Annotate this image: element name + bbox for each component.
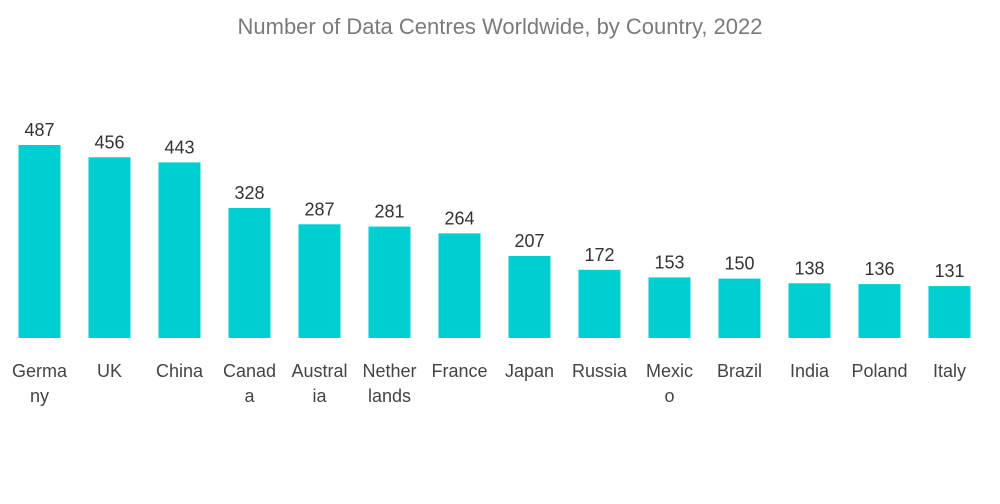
value-label-mexico: 153 <box>654 252 684 272</box>
category-label-china: China <box>156 361 204 381</box>
value-label-india: 138 <box>794 258 824 278</box>
value-label-japan: 207 <box>514 231 544 251</box>
value-label-france: 264 <box>444 208 474 228</box>
value-label-uk: 456 <box>94 132 124 152</box>
category-label-poland: Poland <box>851 361 907 381</box>
value-label-russia: 172 <box>584 245 614 265</box>
value-label-china: 443 <box>164 137 194 157</box>
category-label-italy: Italy <box>933 361 966 381</box>
category-label-australia: Austral ia <box>291 361 347 406</box>
category-label-mexico: Mexic o <box>646 361 693 406</box>
category-label-france: France <box>431 361 487 381</box>
value-label-brazil: 150 <box>724 254 754 274</box>
bar-australia <box>298 224 341 338</box>
chart-title: Number of Data Centres Worldwide, by Cou… <box>237 14 763 39</box>
category-label-canada: Canad a <box>223 361 276 406</box>
value-label-poland: 136 <box>864 259 894 279</box>
category-label-india: India <box>790 361 830 381</box>
bar-italy <box>928 286 971 338</box>
bar-netherlands <box>368 226 411 338</box>
bar-india <box>788 283 831 338</box>
category-label-brazil: Brazil <box>717 361 762 381</box>
category-label-russia: Russia <box>572 361 628 381</box>
bar-mexico <box>648 277 691 338</box>
bar-uk <box>88 157 131 338</box>
value-label-netherlands: 281 <box>374 202 404 222</box>
category-label-uk: UK <box>97 361 122 381</box>
bar-canada <box>228 208 271 338</box>
category-label-netherlands: Nether lands <box>362 361 416 406</box>
bar-russia <box>578 269 621 338</box>
value-label-canada: 328 <box>234 183 264 203</box>
bar-brazil <box>718 278 761 338</box>
category-label-germany: Germa ny <box>12 361 68 406</box>
bar-poland <box>858 284 901 338</box>
bar-japan <box>508 256 551 338</box>
bar-germany <box>18 145 61 338</box>
bar-france <box>438 233 481 338</box>
value-label-italy: 131 <box>934 261 964 281</box>
bar-china <box>158 162 201 338</box>
category-label-japan: Japan <box>505 361 554 381</box>
value-label-australia: 287 <box>304 199 334 219</box>
value-label-germany: 487 <box>24 120 54 140</box>
